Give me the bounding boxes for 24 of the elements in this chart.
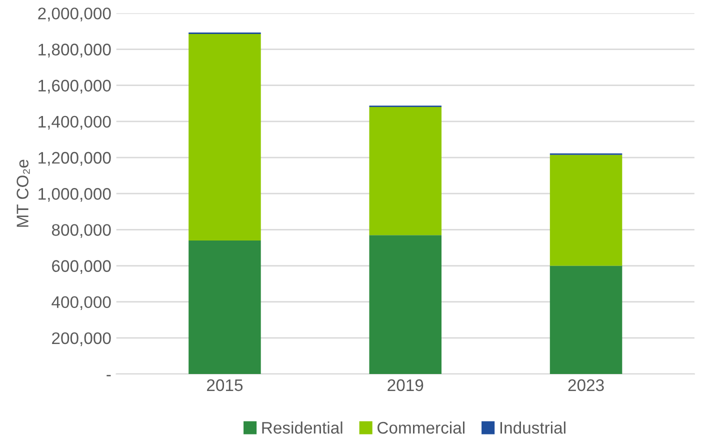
bar [369, 235, 442, 374]
legend-label: Residential [262, 421, 342, 434]
x-tick-label: 2023 [568, 379, 604, 392]
y-tick-label: 400,000 [52, 296, 111, 310]
y-tick-label: 1,200,000 [38, 152, 111, 166]
bar [369, 107, 442, 236]
y-tick-label: 600,000 [52, 260, 111, 274]
x-tick-label: 2015 [207, 379, 243, 392]
bar [550, 266, 622, 374]
y-tick-label: 1,800,000 [38, 44, 111, 58]
y-tick-label: 1,400,000 [38, 116, 111, 130]
bar [188, 240, 261, 374]
y-tick-label: 200,000 [52, 332, 111, 346]
legend-label: Industrial [500, 421, 566, 434]
legend-label: Commercial [378, 421, 464, 434]
x-tick-label: 2019 [388, 379, 424, 392]
y-tick-label: - [106, 374, 111, 376]
y-tick-label: 1,600,000 [38, 80, 111, 94]
y-axis-title: MT CO₂e [16, 160, 30, 227]
y-tick-label: 800,000 [52, 224, 111, 238]
bar [550, 154, 622, 266]
y-tick-label: 1,000,000 [38, 188, 111, 202]
y-tick-label: 2,000,000 [38, 8, 111, 22]
bar [188, 34, 261, 241]
